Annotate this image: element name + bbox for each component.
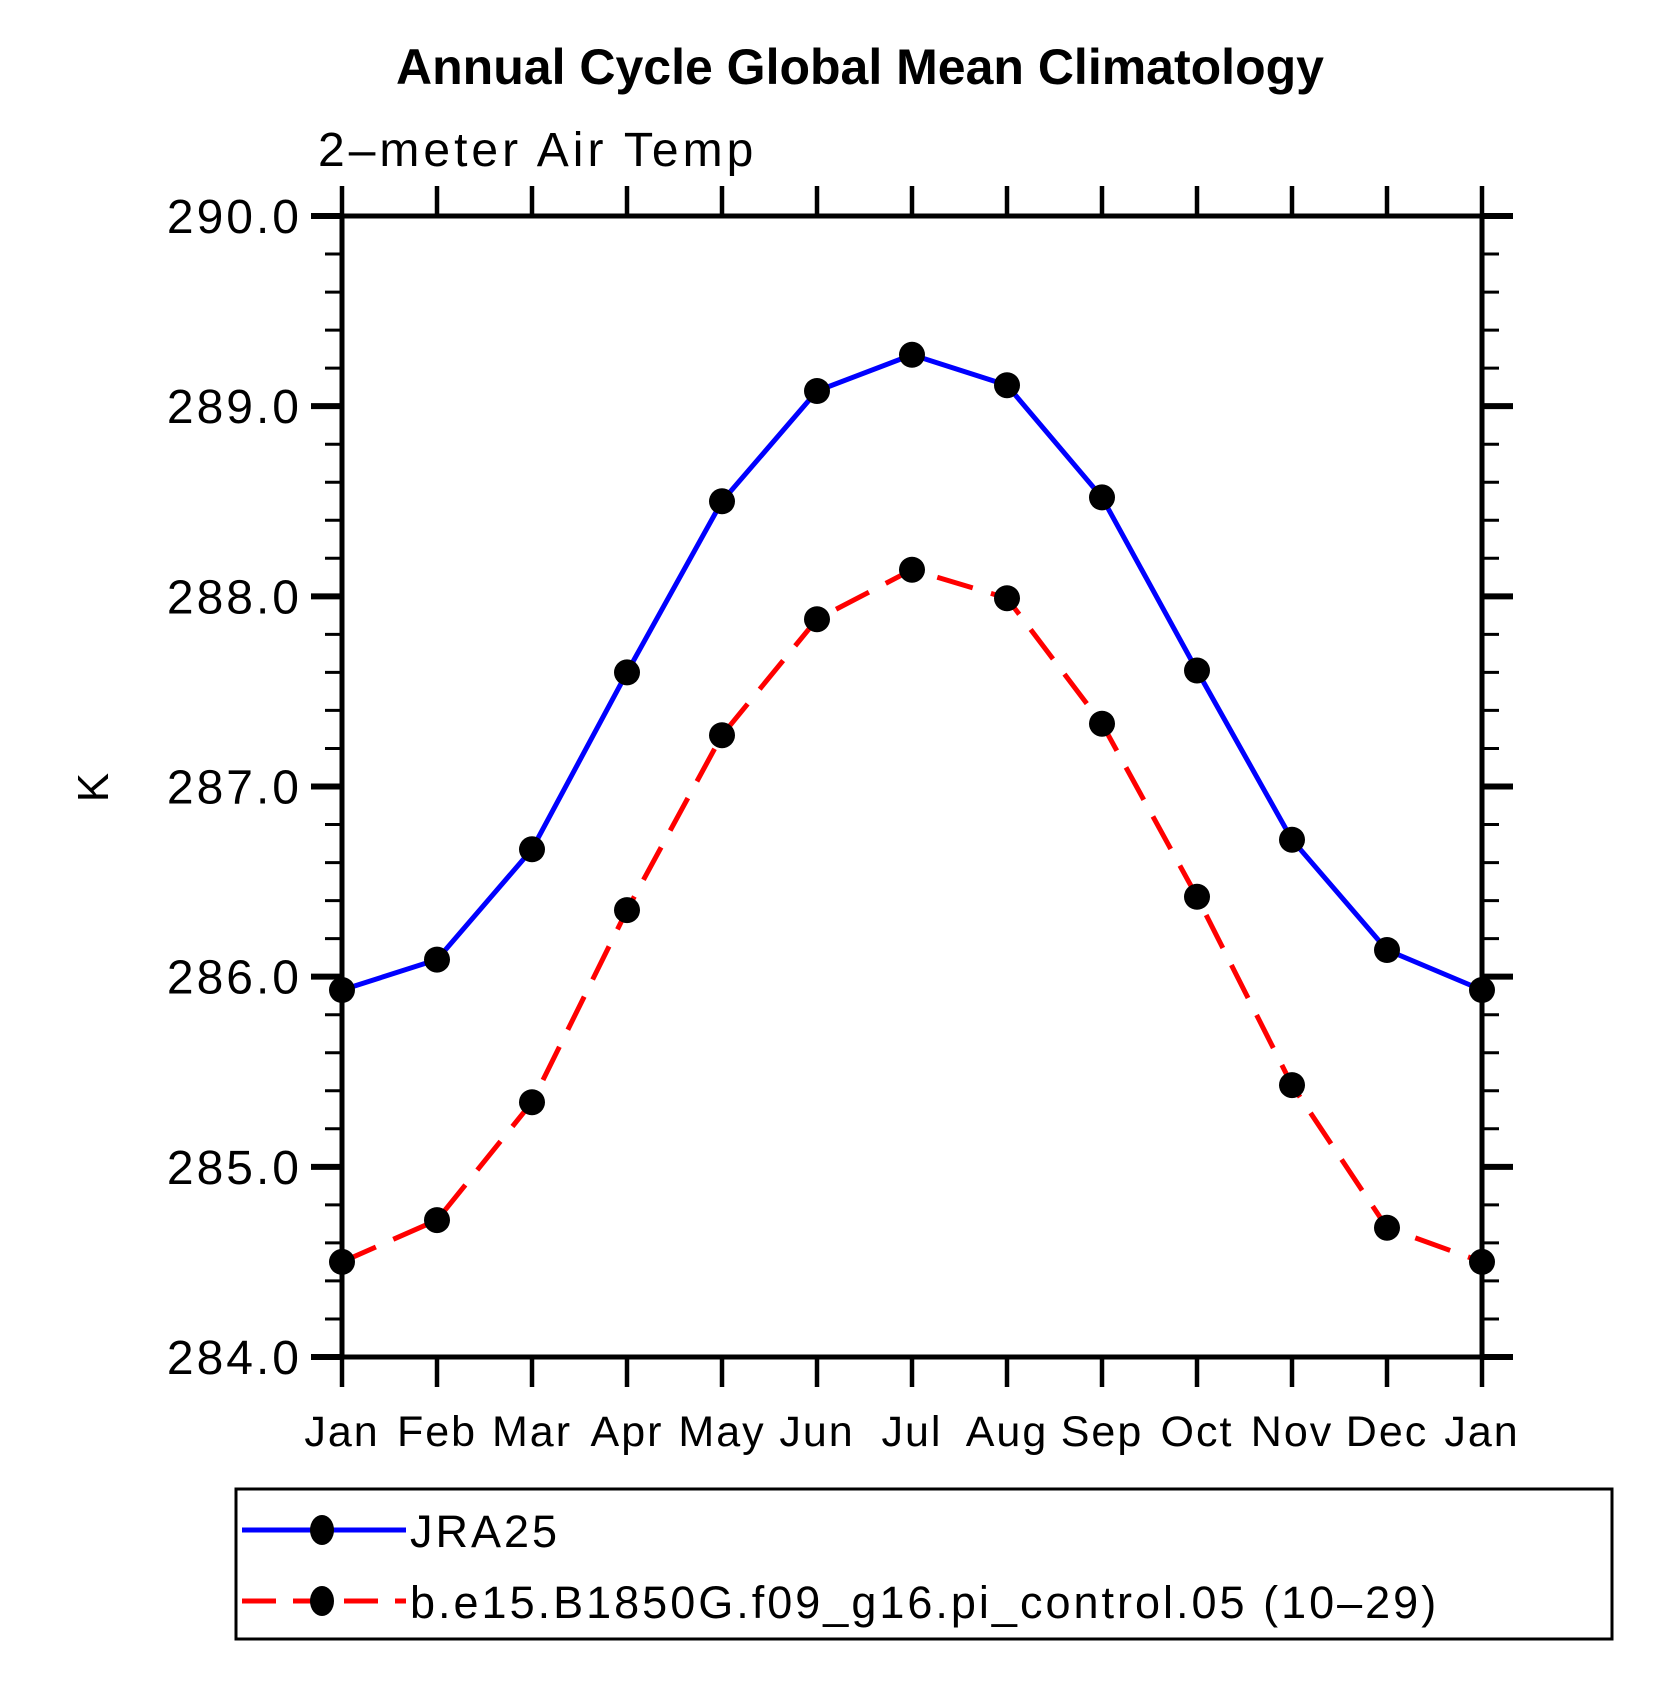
x-tick-label: May bbox=[678, 1408, 765, 1456]
x-tick-label: Oct bbox=[1161, 1408, 1234, 1456]
data-point-marker bbox=[1374, 1214, 1400, 1241]
y-tick-label: 288.0 bbox=[167, 571, 302, 624]
legend-label-jra25: JRA25 bbox=[410, 1506, 560, 1557]
legend: JRA25 b.e15.B1850G.f09_g16.pi_control.05… bbox=[234, 1487, 1614, 1641]
data-point-marker bbox=[1184, 657, 1210, 684]
chart-title: Annual Cycle Global Mean Climatology bbox=[396, 39, 1324, 95]
data-point-marker bbox=[519, 836, 545, 863]
data-point-marker bbox=[329, 977, 355, 1003]
data-point-marker bbox=[709, 722, 735, 749]
legend-label-model: b.e15.B1850G.f09_g16.pi_control.05 (10–2… bbox=[410, 1577, 1439, 1628]
data-point-marker bbox=[804, 606, 830, 633]
data-point-marker bbox=[709, 488, 735, 515]
legend-box bbox=[234, 1487, 1614, 1641]
x-tick-label: Jan bbox=[304, 1408, 379, 1456]
data-point-marker bbox=[899, 341, 925, 368]
data-point-marker bbox=[994, 372, 1020, 399]
data-point-marker bbox=[1469, 977, 1495, 1003]
legend-entry-jra25: JRA25 bbox=[242, 1506, 560, 1557]
data-point-marker bbox=[1279, 1072, 1305, 1099]
y-tick-label: 285.0 bbox=[167, 1142, 302, 1195]
axes: 284.0 285.0 286.0 287.0 288.0 289.0 290.0 Jan Fe… bbox=[167, 186, 1519, 1456]
x-tick-label: Sep bbox=[1061, 1408, 1144, 1456]
series-line-1 bbox=[340, 567, 1483, 1265]
plot-frame bbox=[339, 213, 1485, 1360]
x-tick-label: Jul bbox=[882, 1408, 943, 1456]
chart-subtitle: 2–meter Air Temp bbox=[318, 124, 757, 177]
x-tick-label: Dec bbox=[1346, 1408, 1428, 1456]
legend-marker-circle bbox=[310, 1586, 334, 1616]
legend-marker-circle bbox=[310, 1515, 334, 1545]
data-point-marker bbox=[424, 1207, 450, 1234]
data-point-marker bbox=[899, 556, 925, 583]
y-tick-label: 289.0 bbox=[167, 381, 302, 434]
series-line-0 bbox=[341, 352, 1483, 993]
data-point-marker bbox=[994, 585, 1020, 612]
y-tick-label: 286.0 bbox=[167, 952, 302, 1005]
data-point-marker bbox=[1469, 1248, 1495, 1275]
y-axis-title: K bbox=[69, 770, 118, 802]
data-point-marker bbox=[1184, 883, 1210, 910]
data-point-marker bbox=[519, 1089, 545, 1116]
x-tick-label: Jan bbox=[1444, 1408, 1519, 1456]
legend-entry-model: b.e15.B1850G.f09_g16.pi_control.05 (10–2… bbox=[242, 1577, 1439, 1628]
y-tick-label: 284.0 bbox=[167, 1332, 302, 1385]
y-tick-label: 287.0 bbox=[167, 762, 302, 815]
x-tick-label: Mar bbox=[492, 1408, 572, 1456]
y-tick-label: 290.0 bbox=[167, 191, 302, 244]
x-tick-label: Feb bbox=[397, 1408, 477, 1456]
x-tick-label: Aug bbox=[966, 1408, 1049, 1456]
data-point-marker bbox=[614, 659, 640, 686]
x-tick-label: Apr bbox=[591, 1408, 664, 1456]
data-point-marker bbox=[614, 897, 640, 924]
data-point-marker bbox=[1279, 826, 1305, 853]
data-point-marker bbox=[329, 1248, 355, 1275]
data-point-marker bbox=[424, 946, 450, 973]
x-tick-label: Jun bbox=[779, 1408, 854, 1456]
data-point-marker bbox=[1089, 484, 1115, 511]
data-point-marker bbox=[804, 378, 830, 404]
data-point-marker bbox=[1089, 710, 1115, 737]
series-layer bbox=[329, 341, 1495, 1275]
data-point-marker bbox=[1374, 937, 1400, 963]
x-tick-label: Nov bbox=[1251, 1408, 1333, 1456]
